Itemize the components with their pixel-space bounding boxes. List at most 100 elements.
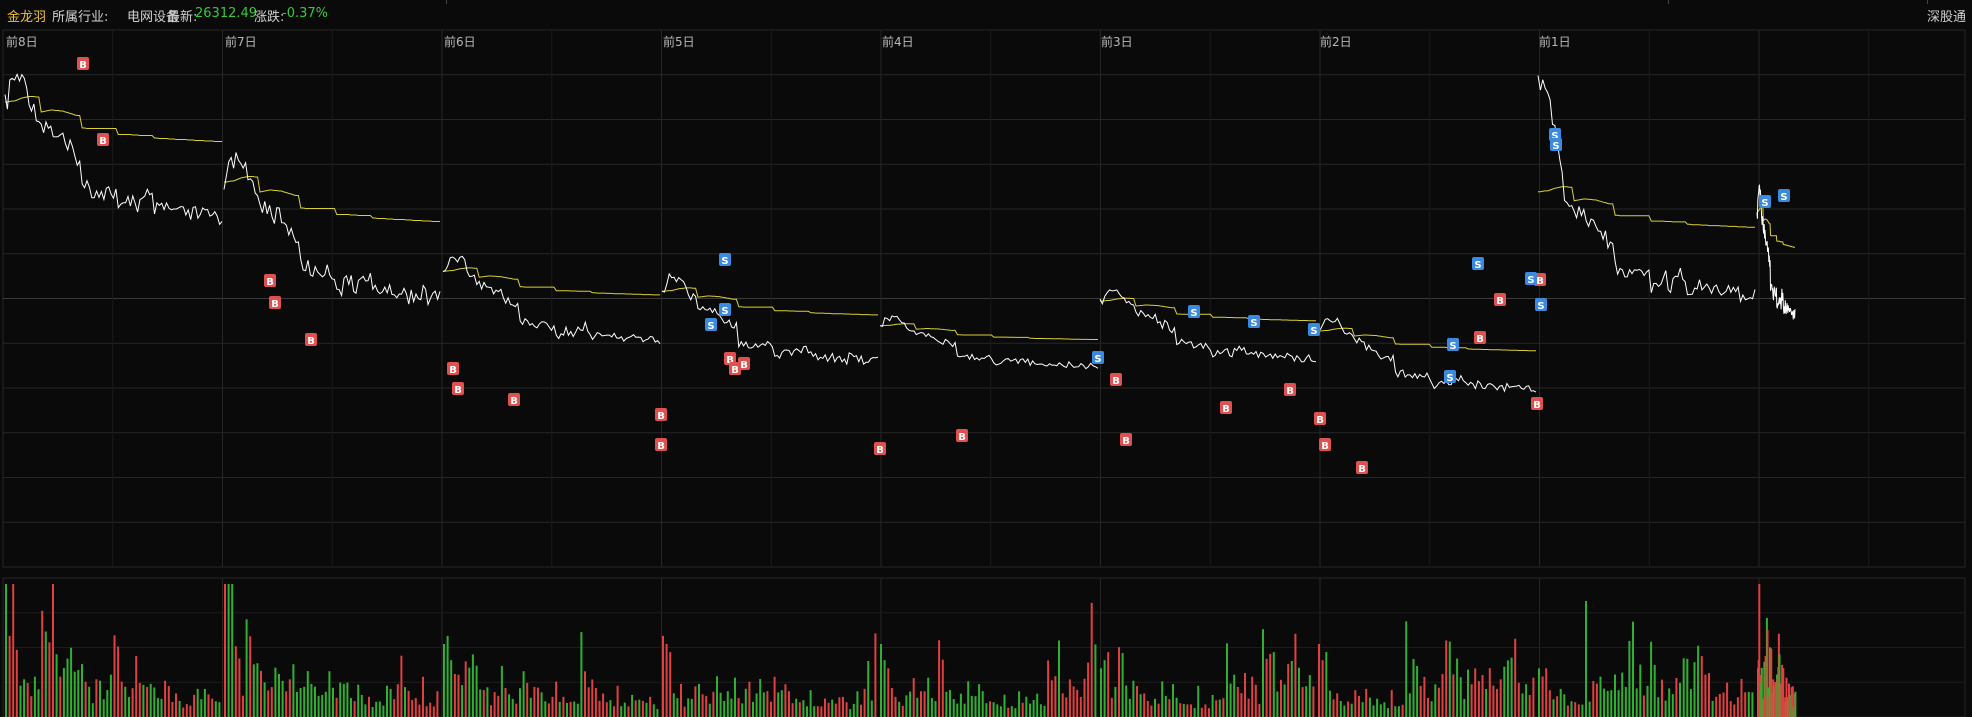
volume-bar	[1007, 707, 1010, 717]
buy-marker-label: B	[876, 445, 884, 456]
sell-marker-badge	[1525, 272, 1537, 285]
volume-bar	[1588, 701, 1591, 717]
volume-bar	[856, 691, 859, 717]
volume-bar	[482, 690, 485, 717]
volume-bar	[1474, 668, 1477, 717]
volume-bar	[1065, 697, 1068, 717]
volume-bar	[1621, 672, 1624, 717]
volume-bar	[1276, 691, 1279, 717]
volume-bar	[1150, 705, 1153, 717]
volume-bar	[196, 688, 199, 717]
volume-bar	[1693, 662, 1696, 717]
volume-bar	[1262, 629, 1264, 717]
volume-bar	[883, 660, 886, 717]
market-connect-tag[interactable]: 深股通	[1926, 10, 1966, 25]
volume-bar	[967, 681, 970, 717]
volume-bar	[396, 684, 399, 717]
buy-marker-badge	[1474, 331, 1486, 344]
buy-marker-badge	[738, 357, 750, 370]
volume-bar	[1190, 704, 1192, 717]
volume-bar	[773, 676, 776, 717]
buy-marker-label: B	[266, 277, 274, 288]
buy-marker: B	[264, 274, 276, 288]
volume-bar	[974, 696, 977, 717]
volume-bar	[8, 635, 11, 717]
volume-bar	[605, 702, 608, 717]
volume-bar	[1441, 674, 1444, 717]
buy-marker: B	[1494, 293, 1506, 307]
volume-bar	[357, 684, 360, 717]
volume-bar	[734, 677, 736, 717]
buy-marker-badge	[1120, 433, 1132, 446]
sell-marker: S	[1447, 338, 1459, 352]
buy-marker-badge	[1494, 293, 1506, 306]
volume-bar	[1222, 698, 1225, 717]
volume-bar	[863, 688, 866, 717]
volume-bar	[37, 689, 40, 717]
volume-bar	[680, 684, 682, 717]
volume-bar	[809, 690, 812, 717]
volume-bar	[1394, 706, 1397, 717]
volume-bar	[1168, 699, 1171, 717]
volume-bar	[698, 683, 700, 717]
volume-bar	[511, 698, 514, 717]
volume-bar	[1125, 685, 1128, 717]
buy-marker: B	[1284, 383, 1296, 397]
day-labels: 前8日 前7日 前6日 前5日 前4日 前3日 前2日 前1日	[6, 34, 1571, 49]
volume-bar	[156, 698, 159, 717]
volume-bar	[1182, 703, 1185, 717]
volume-bar	[443, 644, 445, 717]
volume-bar	[1240, 693, 1243, 717]
volume-bar	[234, 646, 237, 717]
volume-bar	[263, 682, 266, 717]
volume-bar	[1379, 704, 1382, 717]
industry-value[interactable]: 电网设备	[127, 10, 180, 25]
volume-bar	[1492, 685, 1495, 717]
volume-bar	[1740, 678, 1743, 717]
volume-bar	[1332, 699, 1335, 717]
volume-bar	[106, 690, 109, 717]
volume-bar	[1758, 584, 1761, 717]
volume-bar	[1679, 682, 1681, 717]
volume-bar	[1628, 640, 1631, 717]
volume-bar	[1339, 701, 1342, 717]
buy-marker: B	[77, 57, 89, 71]
header-divider	[1927, 0, 1928, 4]
volume-bar	[1517, 682, 1520, 717]
volume-bar	[1463, 699, 1466, 717]
volume-bar	[1766, 630, 1769, 717]
volume-bar	[558, 701, 561, 717]
volume-bar	[1642, 695, 1645, 717]
volume-bar	[1100, 668, 1102, 717]
sell-marker: S	[1472, 257, 1484, 271]
volume-bar	[945, 691, 948, 717]
stock-name[interactable]: 金龙羽	[7, 10, 47, 25]
volume-bar	[645, 702, 648, 717]
volume-bar	[569, 701, 572, 717]
volume-bar	[752, 701, 754, 717]
volume-bar	[916, 697, 919, 717]
volume-bar	[1736, 697, 1739, 717]
latest-price-label: 最新:	[167, 10, 198, 25]
volume-bar	[824, 698, 826, 717]
sell-marker: S	[719, 303, 731, 317]
volume-bar	[350, 698, 352, 717]
volume-bar	[795, 698, 798, 717]
volume-bar	[999, 706, 1002, 717]
volume-bar	[515, 703, 518, 717]
buy-marker-badge	[1531, 397, 1543, 410]
sell-marker-label: S	[1527, 275, 1534, 286]
volume-bar	[1419, 685, 1422, 717]
volume-bar	[160, 698, 163, 717]
volume-bar	[901, 705, 904, 717]
volume-bar	[436, 691, 439, 717]
volume-bar	[490, 705, 492, 717]
volume-bar	[1265, 658, 1268, 717]
volume-bar	[1715, 696, 1718, 717]
avg-price-line	[1538, 186, 1755, 228]
volume-bar	[1118, 647, 1120, 717]
price-line	[1317, 317, 1537, 393]
volume-bar	[1186, 704, 1189, 717]
